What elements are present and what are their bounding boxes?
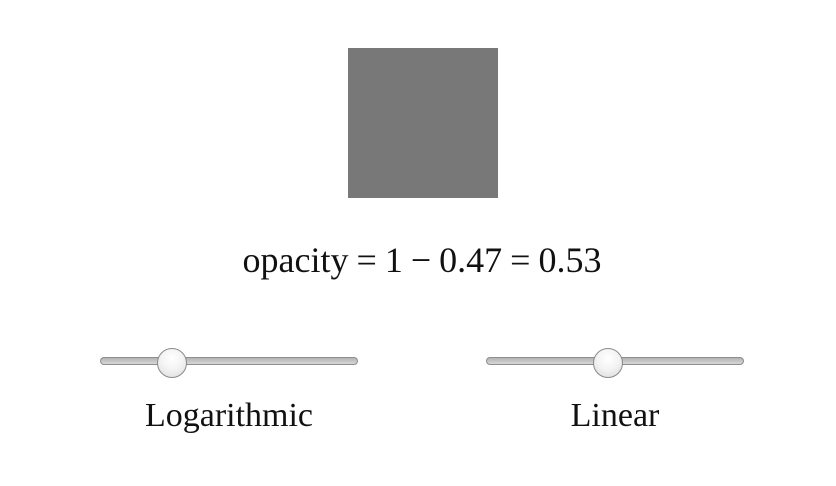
formula-minus-sign: − xyxy=(410,240,432,280)
logarithmic-slider-track[interactable] xyxy=(100,357,358,365)
formula-equals-sign-2: = xyxy=(510,240,531,280)
logarithmic-slider-thumb[interactable] xyxy=(157,348,187,378)
logarithmic-slider[interactable] xyxy=(100,348,358,378)
formula-variable: opacity xyxy=(242,240,349,280)
formula-equals-sign: = xyxy=(356,240,377,280)
formula-result: 0.53 xyxy=(538,240,602,280)
formula-one: 1 xyxy=(384,240,403,280)
linear-slider-thumb[interactable] xyxy=(593,348,624,378)
formula-subtracted-value: 0.47 xyxy=(439,240,503,280)
linear-slider[interactable] xyxy=(486,348,744,378)
opacity-formula: opacity = 1−0.47 = 0.53 xyxy=(0,236,836,284)
logarithmic-label: Logarithmic xyxy=(144,397,314,434)
linear-label: Linear xyxy=(570,397,660,434)
opacity-swatch xyxy=(348,48,498,198)
